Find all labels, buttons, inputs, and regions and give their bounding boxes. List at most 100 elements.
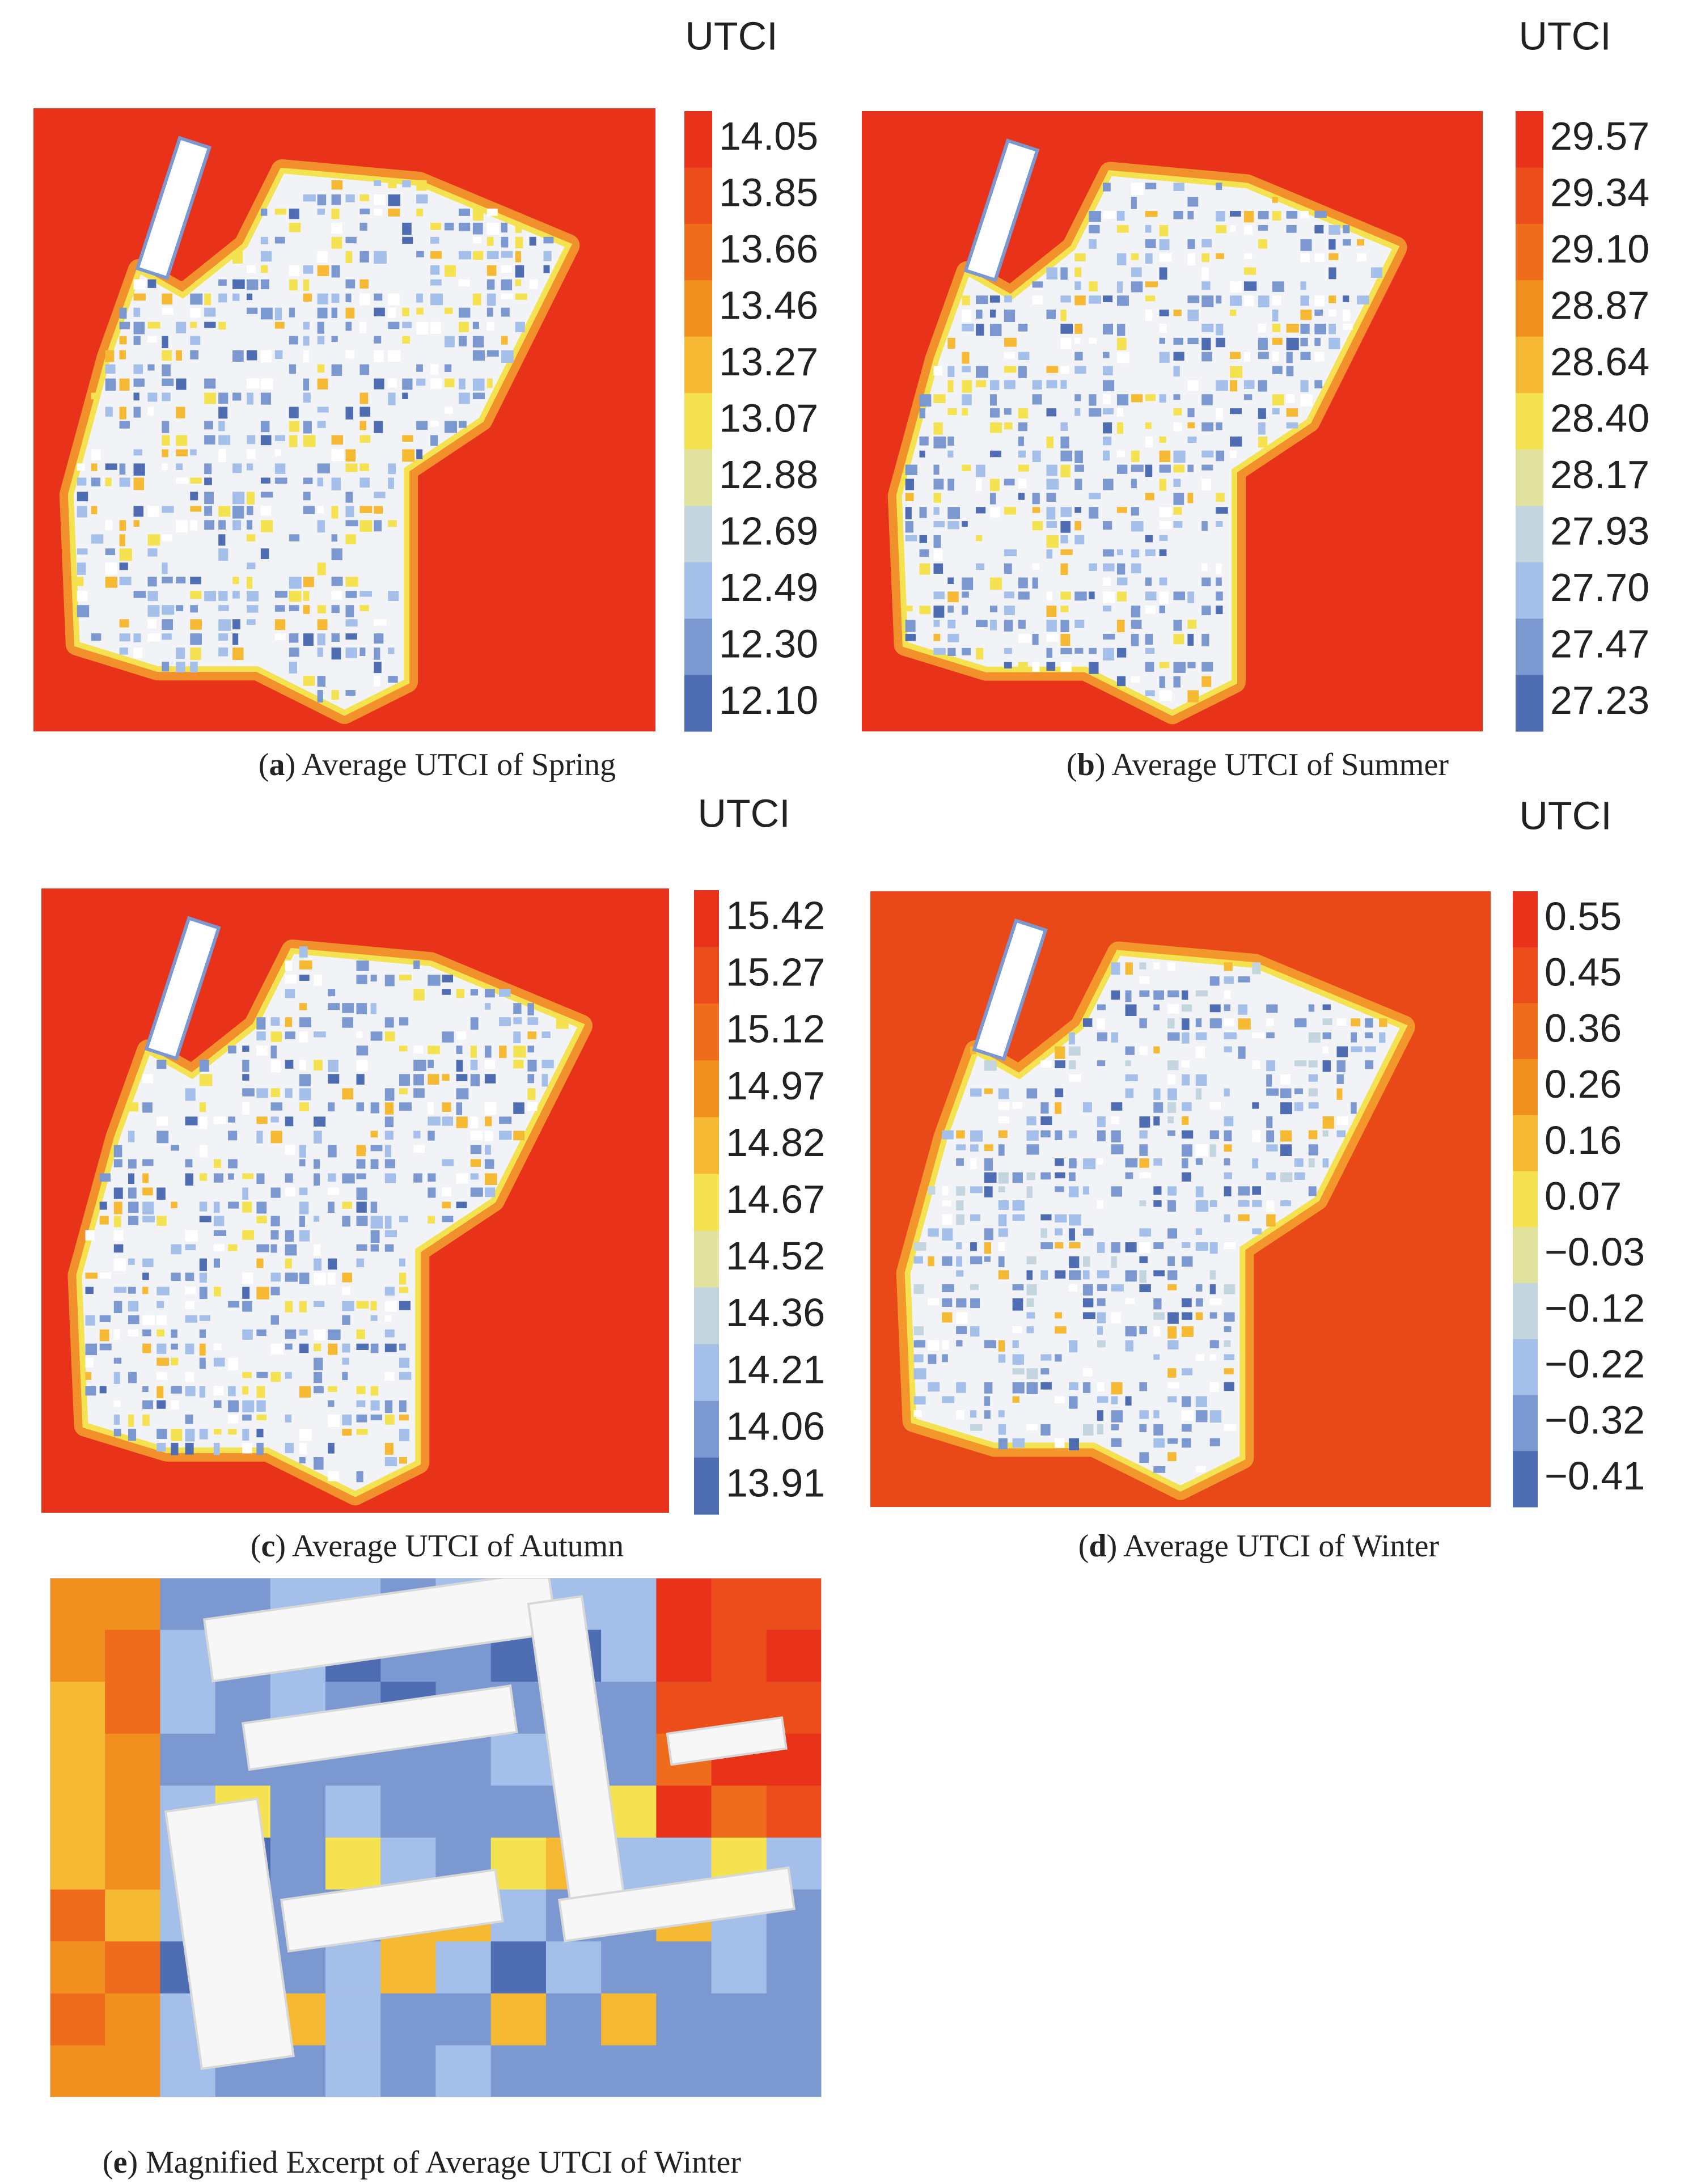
map-cell — [527, 1046, 535, 1053]
map-cell — [185, 1372, 194, 1382]
map-cell — [928, 1340, 939, 1351]
map-cell — [133, 321, 145, 335]
map-cell — [328, 1343, 338, 1355]
colorbar-tick-label: 29.10 — [1550, 227, 1649, 271]
map-cell — [905, 464, 917, 475]
map-cell — [942, 1340, 949, 1350]
map-cell — [314, 1343, 321, 1352]
map-cell — [486, 378, 493, 388]
map-cell — [1139, 1144, 1148, 1156]
map-cell — [246, 605, 259, 613]
map-cell — [128, 1329, 138, 1336]
map-cell — [1060, 591, 1071, 600]
map-cell — [274, 619, 286, 630]
map-cell — [133, 647, 142, 658]
map-cell — [374, 336, 382, 344]
excerpt-cell — [766, 1578, 822, 1631]
map-cell — [1097, 1382, 1105, 1392]
map-cell — [1308, 1074, 1318, 1082]
excerpt-cell — [105, 1682, 161, 1734]
map-cell — [984, 1382, 993, 1394]
map-cell — [374, 293, 383, 301]
map-cell — [1097, 1060, 1106, 1066]
map-cell — [374, 619, 387, 626]
map-cell — [1046, 662, 1056, 671]
colorbar-tick-label: 13.66 — [719, 227, 818, 271]
map-cell — [1097, 1270, 1110, 1279]
map-cell — [1139, 1018, 1147, 1028]
map-cell — [356, 1386, 366, 1394]
map-cell — [190, 591, 202, 599]
map-cell — [998, 1116, 1009, 1124]
map-cell — [204, 392, 216, 404]
map-cell — [1103, 366, 1113, 376]
map-cell — [1004, 422, 1013, 430]
map-cell — [399, 1102, 412, 1111]
map-cell — [285, 1414, 292, 1423]
excerpt-cell — [766, 2045, 822, 2097]
map-cell — [527, 1074, 535, 1083]
map-cell — [430, 321, 441, 334]
map-cell — [1286, 352, 1293, 363]
map-cell — [416, 307, 424, 315]
map-cell — [1004, 366, 1017, 373]
map-cell — [1167, 1312, 1179, 1324]
colorbar-tick-label: 14.36 — [726, 1290, 825, 1335]
map-cell — [1173, 507, 1182, 515]
map-cell — [905, 633, 916, 641]
map-cell — [162, 662, 170, 672]
map-cell — [374, 492, 386, 498]
map-cell — [928, 1256, 934, 1267]
map-cell — [77, 577, 84, 586]
map-cell — [228, 1400, 239, 1412]
map-cell — [331, 236, 342, 249]
map-cell — [113, 1145, 122, 1158]
map-cell — [256, 1031, 266, 1041]
map-cell — [933, 633, 941, 641]
map-cell — [242, 1173, 254, 1179]
map-cell — [314, 1031, 326, 1038]
map-cell — [1111, 990, 1120, 1000]
map-building — [135, 136, 212, 281]
map-cell — [1328, 323, 1336, 335]
map-cell — [1201, 422, 1214, 431]
map-cell — [1280, 1130, 1292, 1142]
map-cell — [1097, 1312, 1106, 1324]
map-cell — [1209, 1242, 1218, 1254]
map-cell — [1082, 1270, 1090, 1280]
map-cell — [933, 606, 945, 618]
map-cell — [370, 1315, 378, 1321]
map-cell — [260, 492, 273, 498]
map-cell — [342, 1088, 354, 1100]
map-cell — [1336, 1088, 1343, 1100]
map-cell — [942, 1228, 953, 1241]
map-cell — [402, 236, 413, 244]
map-cell — [1012, 1354, 1025, 1365]
map-cell — [1145, 211, 1158, 217]
map-cell — [1272, 281, 1284, 292]
map-cell — [1167, 1130, 1175, 1136]
excerpt-cell — [50, 1941, 106, 1994]
map-cell — [1032, 577, 1038, 589]
map-cell — [1026, 1326, 1034, 1334]
map-cell — [303, 506, 315, 514]
map-cell — [989, 323, 1002, 336]
map-cell — [1266, 1116, 1273, 1128]
excerpt-cell — [160, 1682, 216, 1734]
map-cell — [171, 1386, 182, 1394]
map-cell — [256, 1372, 268, 1378]
map-cell — [345, 591, 357, 598]
colorbar-band — [694, 1004, 719, 1061]
map-cell — [204, 293, 211, 306]
map-cell — [1167, 1228, 1178, 1239]
map-cell — [484, 1145, 491, 1155]
map-cell — [1097, 1340, 1106, 1348]
map-cell — [142, 1201, 154, 1215]
map-cell — [1252, 962, 1261, 975]
map-cell — [1131, 606, 1141, 617]
map-cell — [956, 1144, 966, 1150]
map-cell — [260, 392, 271, 405]
map-cell — [919, 436, 929, 446]
map-cell — [299, 1442, 307, 1454]
map-cell — [162, 463, 168, 471]
